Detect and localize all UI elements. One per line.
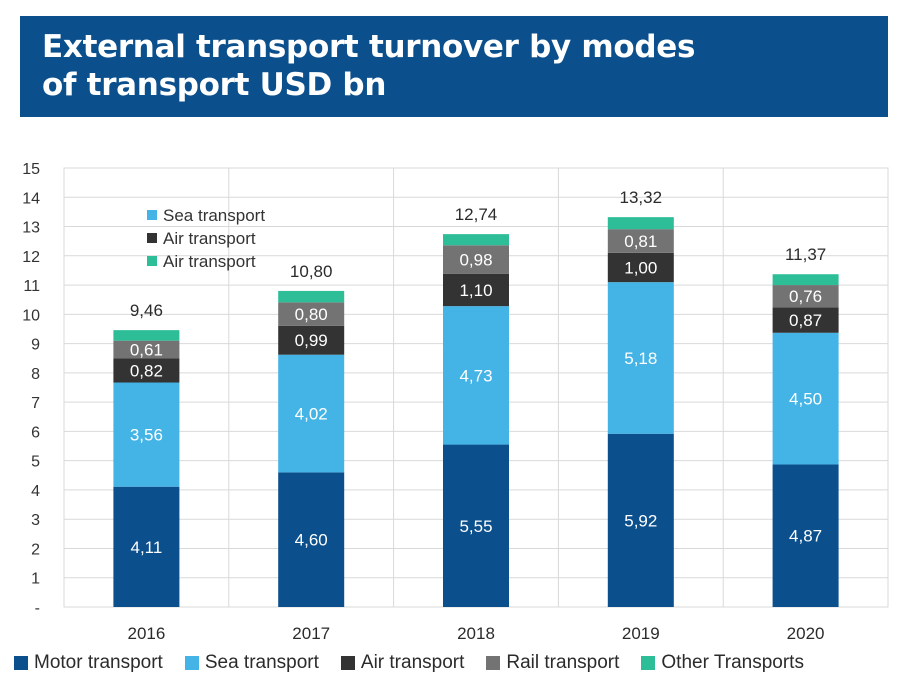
inner-legend-label: Air transport [163, 252, 256, 271]
y-tick-label: 11 [23, 278, 40, 295]
x-tick-label: 2016 [127, 624, 165, 643]
y-tick-label: - [35, 600, 40, 617]
total-label: 11,37 [785, 245, 826, 264]
bar-segment [278, 472, 345, 607]
data-label: 0,99 [295, 331, 328, 350]
legend-item: Sea transport [184, 652, 319, 674]
data-label: 1,00 [624, 259, 657, 278]
y-tick-label: 10 [22, 307, 40, 324]
bar-segment [113, 358, 180, 383]
bar-segment [443, 234, 509, 246]
y-tick-label: 6 [31, 424, 40, 441]
x-tick-label: 2018 [457, 624, 495, 643]
legend-item: Motor transport [14, 652, 163, 674]
data-label: 5,18 [624, 349, 657, 368]
bar-segment [607, 433, 674, 607]
chart-title-banner: External transport turnover by modes of … [20, 16, 888, 117]
data-label: 3,56 [130, 426, 163, 445]
bar-segment [278, 354, 345, 473]
legend-swatch [14, 656, 28, 670]
y-tick-label: 4 [31, 483, 40, 500]
legend-item: Air transport [340, 652, 465, 674]
bar-segment [113, 330, 180, 341]
data-label: 4,11 [130, 538, 162, 557]
data-label: 4,50 [789, 390, 822, 409]
y-tick-label: 12 [22, 249, 40, 266]
data-label: 0,80 [295, 305, 328, 324]
data-label: 5,92 [624, 511, 657, 530]
chart-title-line-1: External transport turnover by modes [42, 29, 696, 65]
bar-segment [443, 245, 509, 274]
data-label: 0,82 [130, 362, 163, 381]
bar-segment [113, 382, 180, 487]
bar-segment [443, 444, 509, 607]
y-tick-label: 7 [31, 395, 40, 412]
bar-segment [443, 273, 509, 307]
bar-segment [772, 274, 839, 286]
y-tick-label: 13 [22, 220, 40, 237]
chart-legend: Motor transport Sea transport Air transpor… [14, 651, 898, 675]
data-label: 4,87 [789, 527, 822, 546]
legend-label: Sea transport [204, 652, 319, 673]
bar-segment [772, 332, 839, 465]
legend-label: Motor transport [34, 652, 163, 673]
data-label: 1,10 [459, 281, 492, 300]
legend-item: Rail transport [486, 652, 619, 674]
total-label: 9,46 [130, 301, 163, 320]
bar-segment [278, 290, 345, 303]
bar-segment [113, 486, 180, 607]
inner-legend-swatch [147, 256, 157, 266]
legend-swatch [340, 656, 355, 670]
bar-segment [278, 325, 345, 355]
bar-segment [443, 306, 509, 445]
bar-segment [113, 340, 180, 359]
legend-item: Other Transports [641, 652, 804, 674]
bar-segment [772, 464, 839, 607]
data-label: 0,76 [789, 287, 822, 306]
inner-legend-label: Air transport [163, 229, 256, 248]
bar-segment [607, 217, 674, 230]
inner-legend-swatch [147, 210, 157, 220]
legend-label: Other Transports [661, 652, 804, 673]
total-label: 13,32 [620, 188, 663, 207]
x-tick-label: 2017 [292, 624, 330, 643]
legend-swatch [641, 656, 656, 670]
y-tick-label: 14 [22, 190, 40, 207]
inner-legend-swatch [147, 233, 157, 243]
y-tick-label: 2 [31, 541, 40, 558]
total-label: 12,74 [455, 205, 498, 224]
y-tick-label: 3 [31, 512, 40, 529]
y-tick-label: 9 [31, 337, 40, 354]
legend-swatch [486, 656, 501, 670]
data-label: 4,73 [459, 366, 492, 385]
x-tick-label: 2019 [622, 624, 660, 643]
data-label: 4,02 [295, 405, 328, 424]
bar-segment [607, 229, 674, 253]
legend-label: Air transport [360, 652, 465, 673]
bar-segment [607, 252, 674, 283]
chart-title-line-2: of transport USD bn [42, 67, 387, 103]
bar-segment [772, 285, 839, 308]
y-tick-label: 5 [31, 454, 40, 471]
data-label: 0,61 [130, 341, 163, 360]
bar-segment [772, 307, 839, 333]
x-tick-label: 2020 [787, 624, 825, 643]
data-label: 0,81 [624, 232, 657, 251]
y-tick-label: 8 [31, 366, 40, 383]
legend-swatch [184, 656, 199, 670]
y-tick-label: 15 [22, 161, 40, 178]
data-label: 5,55 [459, 517, 492, 536]
data-label: 0,87 [789, 311, 822, 330]
legend-label: Rail transport [506, 652, 620, 673]
y-tick-label: 1 [31, 571, 40, 588]
inner-legend-label: Sea transport [163, 206, 265, 225]
bar-segment [607, 282, 674, 434]
data-label: 4,60 [295, 531, 328, 550]
bar-segment [278, 302, 345, 326]
total-label: 10,80 [290, 262, 333, 281]
data-label: 0,98 [459, 251, 492, 270]
